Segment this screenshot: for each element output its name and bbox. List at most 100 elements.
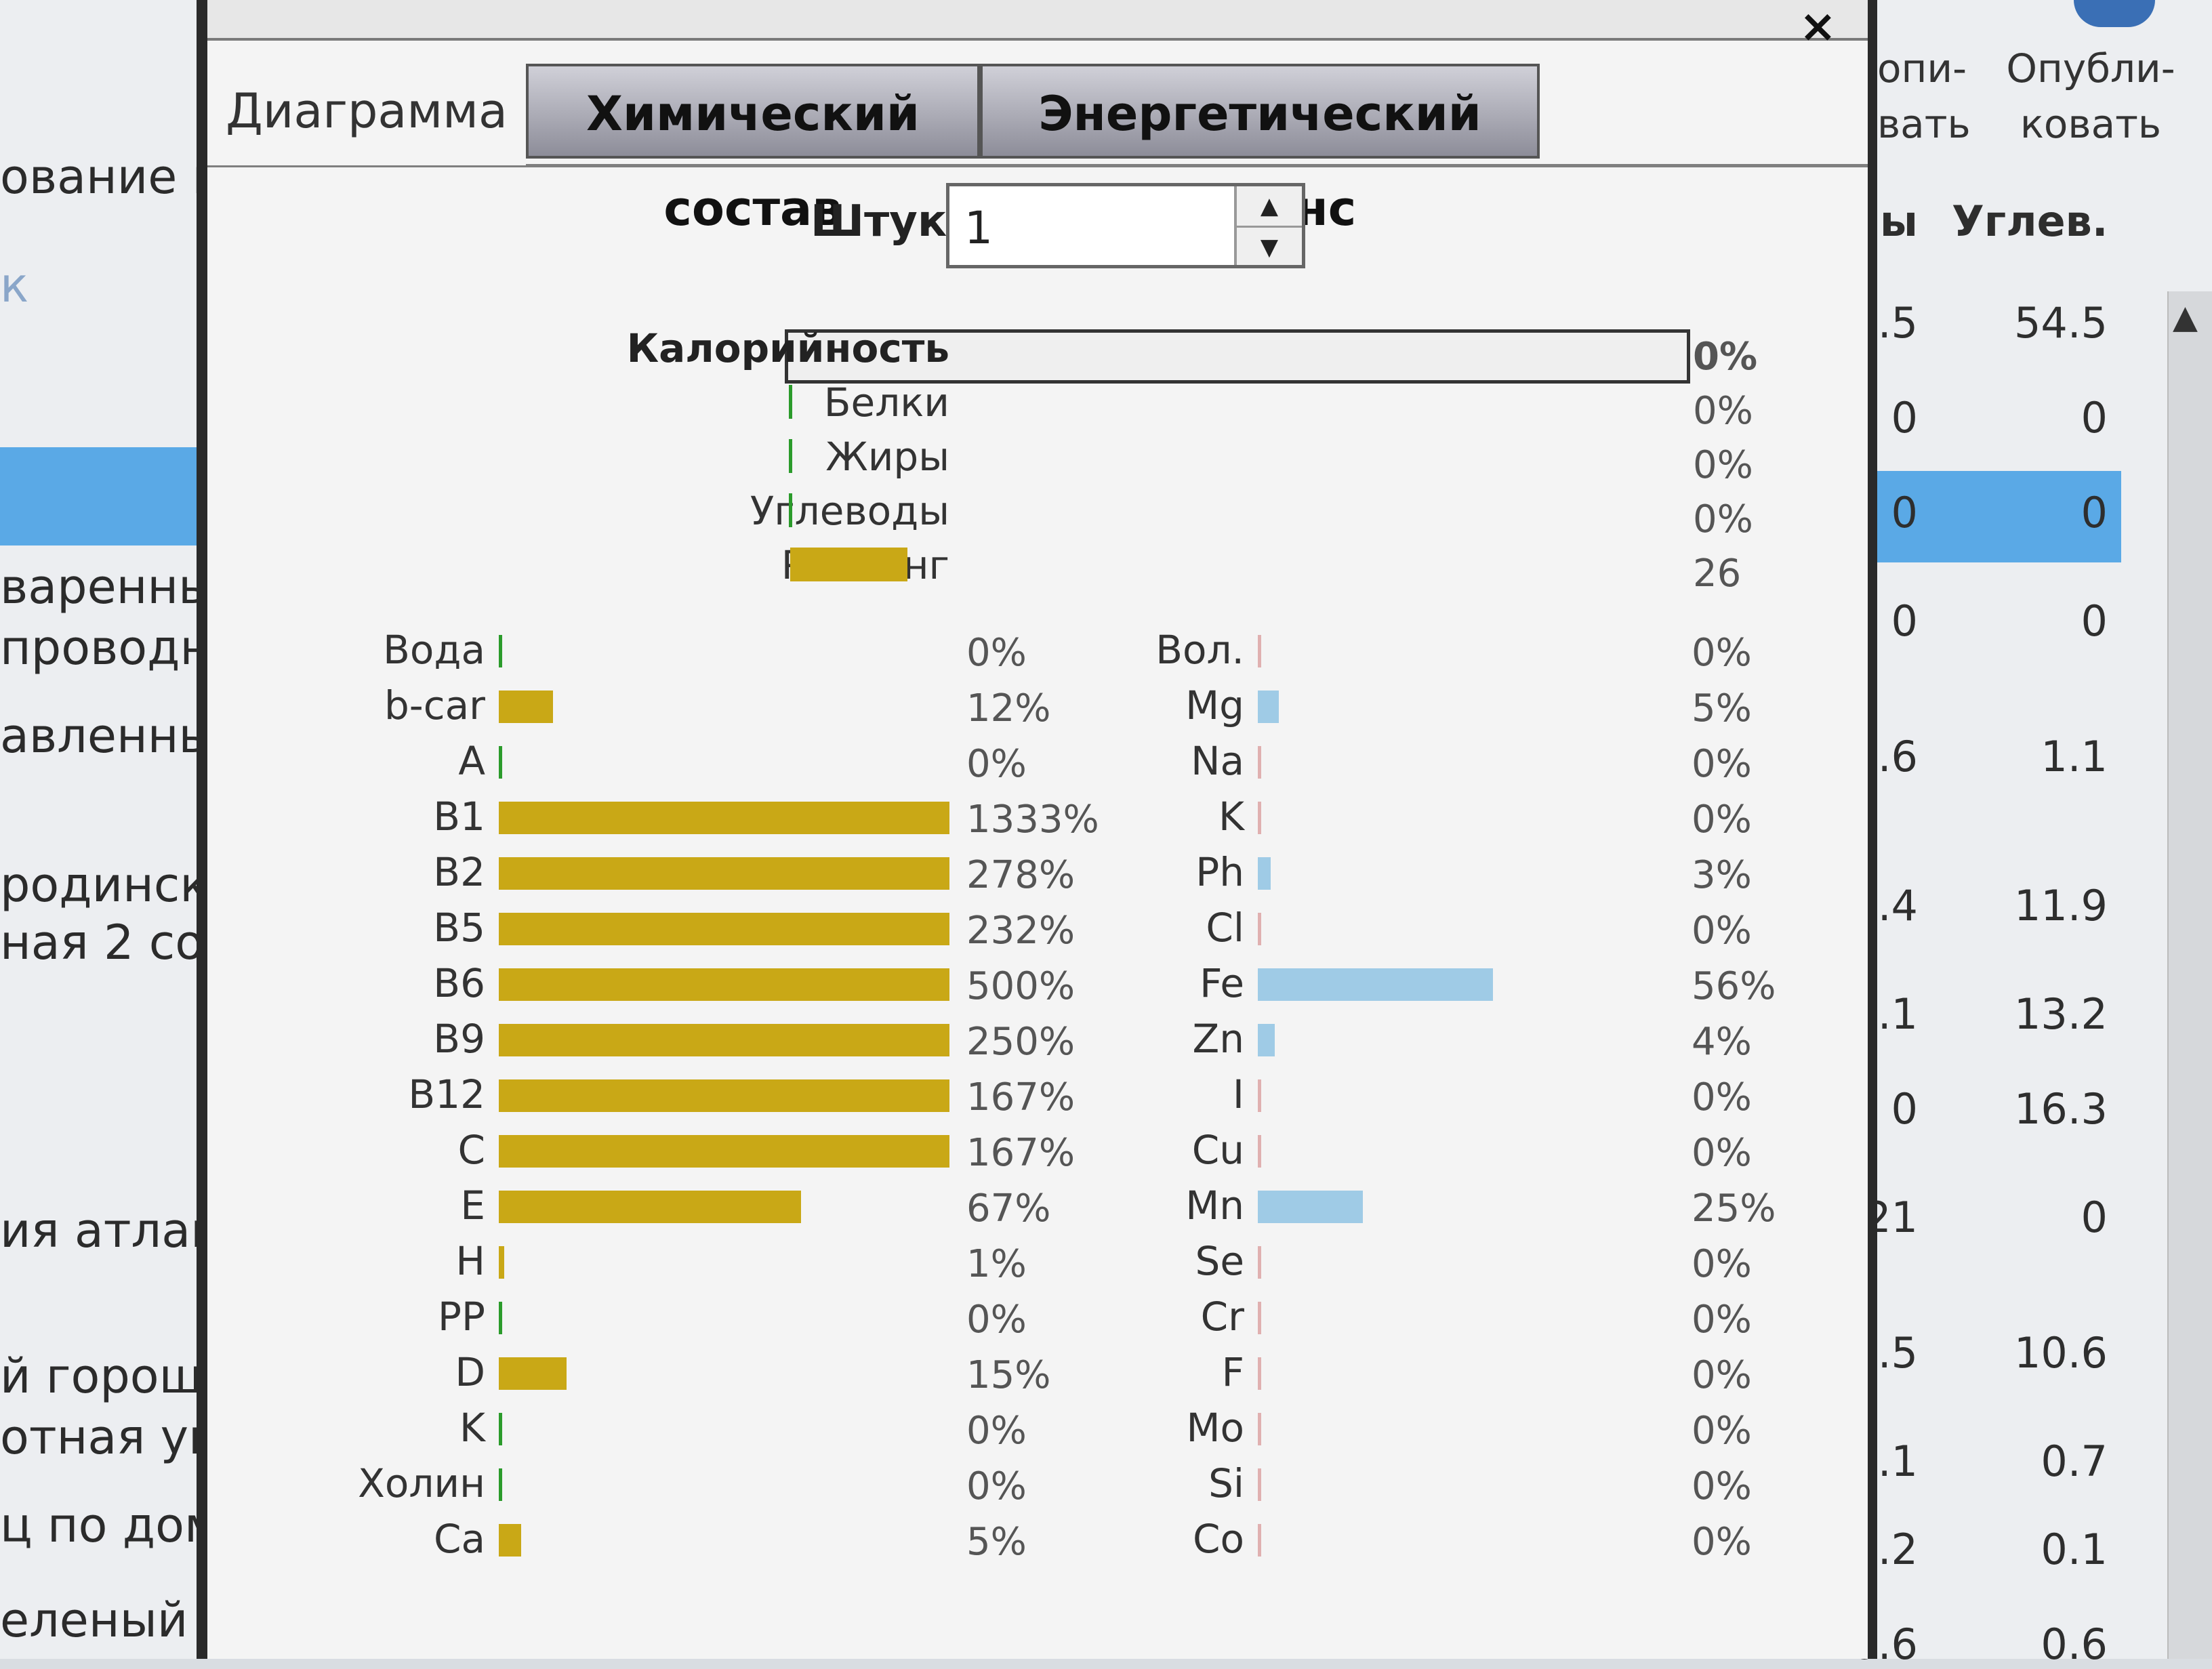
vitamin-bar <box>499 1246 504 1279</box>
app-icon <box>2074 0 2155 27</box>
close-icon[interactable]: × <box>1799 0 1837 52</box>
vitamin-value: 0% <box>966 1409 1027 1453</box>
mineral-value: 0% <box>1692 1298 1752 1342</box>
bg-cell-carbs[interactable]: 0.1 <box>2041 1525 2108 1574</box>
mineral-label: Na <box>1191 738 1244 784</box>
zero-tick <box>789 385 792 419</box>
bg-cell-carbs[interactable]: 54.5 <box>2013 298 2108 348</box>
bg-list-item[interactable]: ия атлан <box>0 1203 222 1258</box>
bg-list-item[interactable]: авленны <box>0 708 216 764</box>
mineral-label: Cr <box>1200 1294 1244 1340</box>
vitamin-bar <box>499 802 949 834</box>
vitamin-bar <box>499 1302 502 1334</box>
bg-list-item[interactable]: отная уп <box>0 1409 220 1465</box>
product-details-dialog: × Диаграмма Химический состав Энергетиче… <box>197 0 1877 1659</box>
vitamin-bar <box>499 1468 502 1501</box>
bg-cell-carbs[interactable]: 16.3 <box>2013 1084 2108 1134</box>
mineral-label: Co <box>1193 1516 1244 1562</box>
copy-button[interactable]: опи- вать <box>1877 41 1971 152</box>
dialog-titlebar <box>207 0 1868 41</box>
column-header-carbs[interactable]: Углев. <box>1952 197 2108 246</box>
bg-cell-fats[interactable]: 0 <box>1891 1084 1918 1134</box>
vitamin-bar <box>499 1191 801 1223</box>
vitamin-value: 167% <box>966 1075 1076 1119</box>
column-header-fats[interactable]: ы <box>1879 197 1918 246</box>
bg-cell-carbs[interactable]: 10.6 <box>2013 1328 2108 1378</box>
bg-cell-carbs[interactable]: 1.1 <box>2041 732 2108 781</box>
quantity-stepper[interactable]: ▲ ▼ <box>946 183 1305 268</box>
vitamin-label: B6 <box>433 960 485 1006</box>
scrollbar[interactable] <box>2167 291 2212 1659</box>
mineral-value: 4% <box>1692 1020 1752 1064</box>
vitamin-bar <box>499 1413 502 1445</box>
spin-up-icon[interactable]: ▲ <box>1260 192 1279 220</box>
vitamin-value: 278% <box>966 853 1076 897</box>
mineral-label: F <box>1221 1349 1244 1395</box>
mineral-value: 3% <box>1692 853 1752 897</box>
bg-list-item[interactable]: вареннь <box>0 559 207 615</box>
bg-list-item[interactable]: к <box>0 257 29 313</box>
vitamin-label: B1 <box>433 794 485 840</box>
mineral-bar <box>1258 1024 1275 1056</box>
mineral-bar <box>1258 1413 1261 1445</box>
mineral-value: 0% <box>1692 1409 1752 1453</box>
vitamin-bar <box>499 1079 949 1112</box>
vitamin-bar <box>499 857 949 890</box>
vitamin-bar <box>499 635 502 667</box>
bg-cell-carbs[interactable]: 0 <box>2081 596 2108 646</box>
bg-list-item[interactable]: ная 2 со <box>0 915 205 970</box>
mineral-value: 0% <box>1692 798 1752 842</box>
copy-label: опи- <box>1877 45 1967 91</box>
bg-cell-carbs[interactable]: 11.9 <box>2013 881 2108 930</box>
bg-cell-carbs[interactable]: 0.7 <box>2041 1437 2108 1486</box>
vitamin-value: 0% <box>966 631 1027 675</box>
vitamin-value: 232% <box>966 909 1076 953</box>
mineral-label: Cl <box>1206 905 1244 951</box>
mineral-value: 0% <box>1692 631 1752 675</box>
zero-tick <box>789 439 792 473</box>
vitamin-value: 0% <box>966 1298 1027 1342</box>
vitamin-label: b-car <box>384 682 485 728</box>
mineral-label: Fe <box>1200 960 1244 1006</box>
vitamin-label: B12 <box>408 1071 485 1117</box>
bg-list-item[interactable]: проводн <box>0 620 211 676</box>
vitamin-bar <box>499 968 949 1001</box>
summary-value: 0% <box>1693 335 1758 379</box>
triangle-up-icon[interactable]: ▲ <box>2173 298 2198 336</box>
bg-cell-carbs[interactable]: 0 <box>2081 1193 2108 1242</box>
mineral-value: 0% <box>1692 909 1752 953</box>
spin-down-icon[interactable]: ▼ <box>1237 226 1302 267</box>
quantity-spin-buttons: ▲ ▼ <box>1234 186 1302 265</box>
tab-chemical-composition[interactable]: Химический состав <box>526 64 980 236</box>
bg-list-item[interactable]: родинск <box>0 857 209 913</box>
vitamin-label: Ca <box>433 1516 485 1562</box>
bg-cell-fats[interactable]: 0 <box>1891 488 1918 537</box>
mineral-label: I <box>1232 1071 1244 1117</box>
summary-label: Жиры <box>825 434 949 480</box>
bg-cell-fats[interactable]: 0 <box>1891 596 1918 646</box>
bg-cell-carbs[interactable]: 0 <box>2081 393 2108 442</box>
bg-list-item[interactable]: еленый <box>0 1592 188 1648</box>
bg-list-item[interactable]: ование п <box>0 149 224 205</box>
vitamin-label: E <box>460 1182 485 1229</box>
mineral-bar <box>1258 1135 1261 1168</box>
bg-cell-carbs[interactable]: 0 <box>2081 488 2108 537</box>
bg-cell-carbs[interactable]: 13.2 <box>2013 989 2108 1039</box>
bg-cell-fats[interactable]: 0 <box>1891 393 1918 442</box>
mineral-label: Вол. <box>1155 627 1244 673</box>
tab-energy-balance[interactable]: Энергетический баланс <box>980 64 1540 236</box>
mineral-label: Mo <box>1186 1405 1244 1451</box>
mineral-label: Se <box>1195 1238 1245 1284</box>
quantity-input[interactable] <box>963 201 1237 254</box>
publish-button[interactable]: Опубли- ковать <box>2006 41 2175 152</box>
summary-value: 0% <box>1693 389 1753 433</box>
mineral-bar <box>1258 1191 1363 1223</box>
mineral-value: 56% <box>1692 964 1776 1008</box>
mineral-value: 25% <box>1692 1187 1776 1231</box>
bg-list-item[interactable]: ц по дом <box>0 1498 220 1553</box>
tab-diagram[interactable]: Диаграмма <box>207 64 526 165</box>
bg-list-item[interactable]: й горош <box>0 1348 203 1404</box>
bg-cell-carbs[interactable]: 0.6 <box>2041 1620 2108 1669</box>
vitamin-bar <box>499 1524 522 1557</box>
vitamin-label: H <box>455 1238 485 1284</box>
